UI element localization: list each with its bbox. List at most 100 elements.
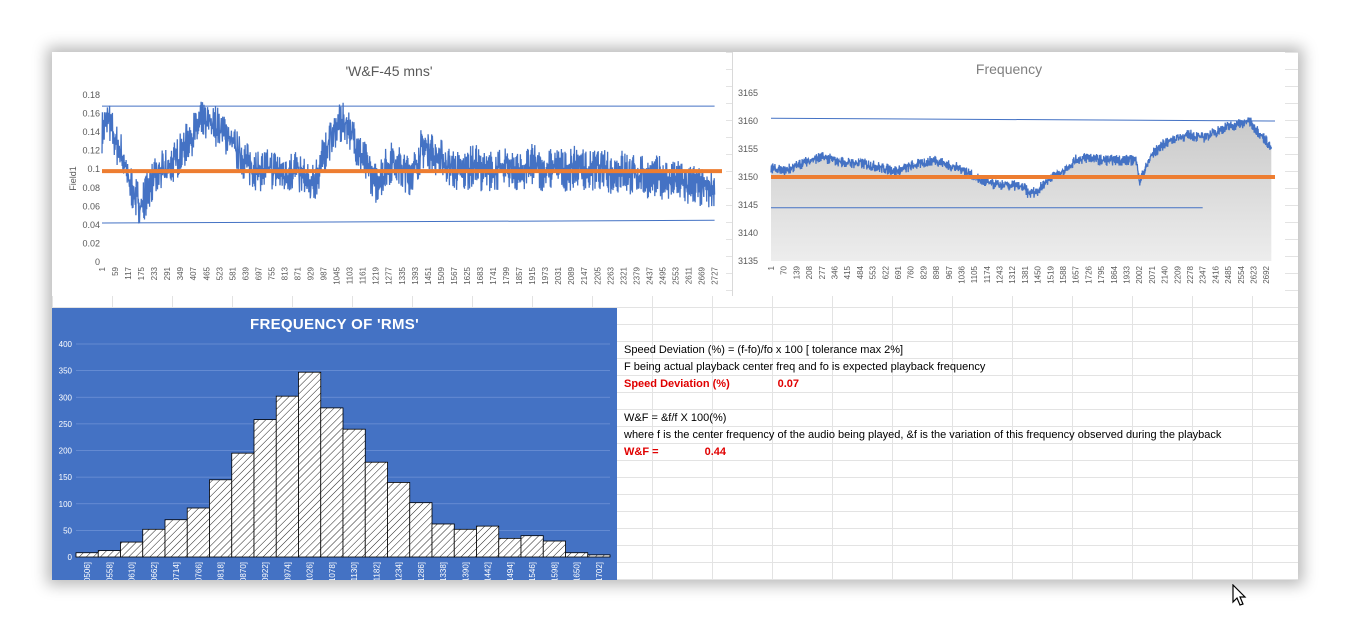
x-tick-label: 760 [907, 265, 916, 279]
x-tick-label: 1657 [1072, 265, 1081, 283]
limit-line-upper [770, 117, 1276, 122]
histogram-bar [275, 395, 299, 558]
x-tick-label: 2416 [1211, 265, 1220, 283]
x-tick-label: 2071 [1148, 265, 1157, 283]
y-tick-label: 0.08 [82, 183, 100, 193]
x-tick-label: 2692 [1262, 265, 1271, 283]
wf-value: 0.44 [704, 446, 726, 458]
x-category-label: [0.0766, 0.0818] [217, 562, 226, 580]
formula-speed-deviation[interactable]: Speed Deviation (%) = (f-fo)/fo x 100 [ … [624, 344, 904, 356]
x-category-label: [0.0818, 0.0870] [239, 562, 248, 580]
x-tick-label: 697 [254, 266, 263, 280]
x-tick-label: 349 [176, 266, 185, 280]
x-tick-label: 929 [307, 266, 316, 280]
y-tick-label: 250 [59, 420, 73, 429]
x-tick-label: 1335 [398, 266, 407, 284]
x-tick-label: 2209 [1173, 265, 1182, 283]
series-line-frequency [770, 117, 1272, 198]
rms-histogram-chart[interactable]: FREQUENCY OF 'RMS' 0 50 100 150 200 250 300 350… [52, 308, 617, 580]
x-tick-label: 2553 [671, 266, 680, 284]
x-tick-label: 967 [945, 265, 954, 279]
blank-row[interactable] [624, 393, 1298, 410]
histogram-bar [231, 452, 255, 558]
x-category-label: [0.0558, 0.0610] [128, 562, 137, 580]
frequency-chart-plot: 3135 3140 3145 3150 3155 3160 3165 1 70 139 208 277… [738, 88, 1276, 284]
histogram-bar [498, 537, 522, 558]
x-tick-label: 1103 [346, 266, 355, 284]
x-tick-label: 1036 [957, 265, 966, 283]
x-tick-label: 581 [228, 266, 237, 280]
series-line-field1 [101, 101, 716, 224]
x-tick-label: 1799 [502, 266, 511, 284]
x-tick-label: 829 [919, 265, 928, 279]
histogram-bar [142, 528, 166, 558]
histogram-bar [542, 540, 566, 558]
x-category-label: [0.1078, 0.1130] [350, 562, 359, 580]
mouse-pointer-icon [1232, 584, 1247, 606]
x-tick-label: 1045 [333, 266, 342, 284]
x-tick-label: 1277 [385, 266, 394, 284]
x-tick-label: 1588 [1059, 265, 1068, 283]
x-tick-label: 1174 [983, 265, 992, 283]
x-tick-label: 1393 [411, 266, 420, 284]
x-category-label: [0.0506, 0.0558] [105, 562, 114, 580]
x-tick-label: 898 [932, 265, 941, 279]
histogram-bar [209, 479, 233, 558]
chart-title: Frequency [975, 61, 1043, 77]
x-tick-label: 622 [881, 265, 890, 279]
spreadsheet-area: 'W&F-45 mns' 0 0.02 0.04 0.06 0.08 0.1 0.12 0.1… [52, 52, 1298, 580]
x-tick-label: 407 [189, 266, 198, 280]
x-tick-label: 1451 [424, 266, 433, 284]
x-tick-label: 523 [215, 266, 224, 280]
histogram-bar [298, 371, 322, 558]
histogram-bar [97, 550, 121, 558]
y-tick-label: 3145 [738, 200, 758, 210]
x-tick-label: 2347 [1199, 265, 1208, 283]
x-category-label: [0.1026, 0.1078] [328, 562, 337, 580]
wf-row[interactable]: W&F = 0.44 [624, 444, 1298, 461]
x-tick-label: 2205 [593, 266, 602, 284]
x-category-label: [0.1286, 0.1338] [439, 562, 448, 580]
x-tick-label: 2669 [698, 266, 707, 284]
x-tick-label: 70 [780, 265, 789, 274]
x-tick-label: 1726 [1084, 265, 1093, 283]
y-tick-label: 3150 [738, 172, 758, 182]
x-tick-label: 2495 [658, 266, 667, 284]
y-tick-label: 100 [59, 500, 73, 509]
y-tick-label: 0 [95, 257, 100, 267]
x-tick-label: 2727 [711, 266, 720, 284]
y-tick-label: 150 [59, 473, 73, 482]
y-tick-label: 3140 [738, 228, 758, 238]
x-category-label: [0.0662, 0.0714] [172, 562, 181, 580]
x-tick-label: 2379 [632, 266, 641, 284]
x-tick-label: 1857 [515, 266, 524, 284]
y-tick-label: 0.1 [87, 164, 100, 174]
y-tick-label: 0.14 [82, 127, 100, 137]
y-tick-label: 0.16 [82, 109, 100, 119]
wf-line-chart[interactable]: 'W&F-45 mns' 0 0.02 0.04 0.06 0.08 0.1 0.12 0.1… [52, 52, 726, 296]
histogram-bar [164, 519, 188, 558]
x-tick-label: 277 [818, 265, 827, 279]
histogram-plot: 0 50 100 150 200 250 300 350 400 [0.0454, 0.0506]… [59, 340, 611, 580]
histogram-bar [253, 419, 277, 558]
x-tick-label: 2554 [1237, 265, 1246, 283]
histogram-bar [364, 461, 388, 558]
x-tick-label: 639 [241, 266, 250, 280]
x-tick-label: 291 [163, 266, 172, 280]
speed-deviation-row[interactable]: Speed Deviation (%) 0.07 [624, 376, 1298, 393]
x-tick-label: 1864 [1110, 265, 1119, 283]
y-tick-label: 400 [59, 340, 73, 349]
x-category-label: [0.1442, 0.1494] [506, 562, 515, 580]
x-category-label: [0.1338, 0.1390] [461, 562, 470, 580]
x-tick-label: 346 [830, 265, 839, 279]
x-tick-label: 1973 [541, 266, 550, 284]
frequency-area-chart[interactable]: Frequency 3135 3140 3145 3150 3155 3160 3165 1 7… [732, 52, 1285, 296]
formula-wf[interactable]: W&F = &f/f X 100(%) [624, 412, 727, 424]
formula-explanation[interactable]: F being actual playback center freq and … [624, 361, 986, 373]
wf-explanation[interactable]: where f is the center frequency of the a… [624, 429, 1222, 441]
x-tick-label: 871 [294, 266, 303, 280]
x-tick-label: 1312 [1008, 265, 1017, 283]
y-tick-label: 0 [68, 553, 73, 562]
x-category-label: [0.1182, 0.1234] [395, 562, 404, 580]
x-tick-label: 2611 [685, 266, 694, 284]
